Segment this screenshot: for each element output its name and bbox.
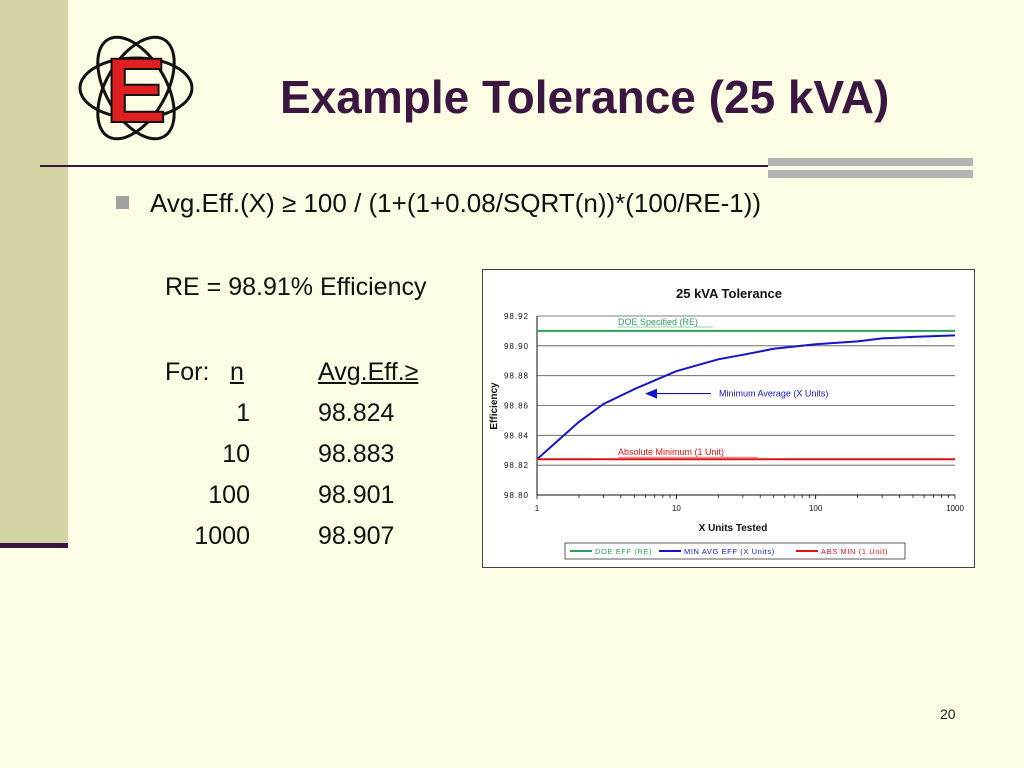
for-label: For: (165, 358, 210, 386)
left-decor-bar-accent (0, 543, 68, 548)
logo-letter: E (105, 40, 166, 142)
series-line (536, 334, 956, 460)
table-cell-eff: 98.907 (318, 522, 395, 550)
table-cell-eff: 98.824 (318, 399, 395, 427)
column-header-avg-eff: Avg.Eff.≥ (318, 358, 419, 386)
annotation-arrow-head (645, 388, 657, 399)
page-title: Example Tolerance (25 kVA) (280, 71, 890, 123)
e-logo-icon: E (78, 35, 194, 143)
table-cell-n: 100 (208, 481, 250, 509)
table-cell-n: 1000 (194, 522, 250, 550)
annotation-absolute-minimum: Absolute Minimum (1 Unit) (618, 447, 724, 457)
chart-canvas: 25 kVA Tolerance 98.80 98.82 98.84 98.86 98.… (489, 286, 964, 560)
column-header-n: n (230, 358, 244, 386)
chart-title: 25 kVA Tolerance (676, 286, 782, 301)
x-tick-label: 1000 (946, 504, 964, 513)
legend-entry-min-avg-eff: MIN AVG EFF (X Units) (684, 547, 775, 556)
annotation-min-average: Minimum Average (X Units) (719, 389, 828, 399)
y-tick-label: 98.84 (504, 431, 529, 440)
y-tick-label: 98.92 (504, 312, 529, 321)
annotation-doe-specified: DOE Specified (RE) (618, 317, 698, 327)
table-cell-eff: 98.883 (318, 440, 395, 468)
re-efficiency-text: RE = 98.91% Efficiency (165, 273, 427, 301)
table-cell-n: 1 (236, 399, 250, 427)
table-cell-n: 10 (222, 440, 250, 468)
title-divider (40, 165, 970, 167)
y-tick-label: 98.80 (504, 491, 529, 500)
x-tick-label: 1 (535, 504, 540, 513)
y-tick-label: 98.88 (504, 372, 529, 381)
formula-text: Avg.Eff.(X) ≥ 100 / (1+(1+0.08/SQRT(n))*… (150, 188, 762, 218)
y-axis-label: Efficiency (489, 382, 500, 430)
x-tick-label: 10 (672, 504, 681, 513)
left-decor-bar (0, 0, 68, 548)
bullet-square-icon (116, 196, 129, 209)
legend-entry-doe-eff: DOE EFF (RE) (595, 547, 652, 556)
x-tick-label: 100 (809, 504, 823, 513)
divider-accent-block (768, 158, 973, 178)
table-cell-eff: 98.901 (318, 481, 395, 509)
tolerance-chart: 25 kVA Tolerance 98.80 98.82 98.84 98.86 98.… (482, 269, 975, 568)
legend-box (564, 542, 906, 560)
x-axis-label: X Units Tested (699, 523, 768, 534)
y-tick-label: 98.90 (504, 342, 529, 351)
y-tick-label: 98.82 (504, 461, 529, 470)
legend-entry-abs-min: ABS MIN (1 Unit) (821, 547, 888, 556)
y-tick-label: 98.86 (504, 402, 529, 411)
page-number: 20 (940, 706, 956, 722)
